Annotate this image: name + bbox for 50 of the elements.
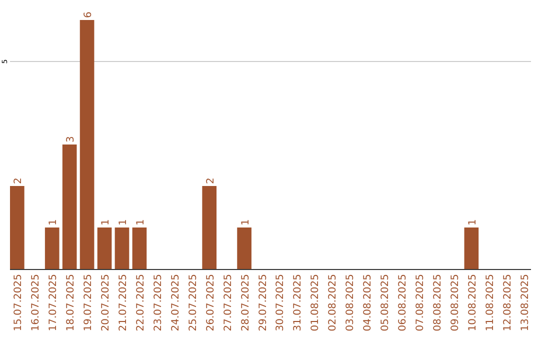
bar	[10, 186, 24, 269]
x-tick-label: 24.07.2025	[170, 274, 182, 332]
data-label: 3	[66, 136, 77, 142]
data-label: 1	[118, 219, 129, 226]
x-tick-label: 01.08.2025	[310, 274, 322, 332]
data-label: 1	[135, 219, 146, 226]
x-tick-label: 25.07.2025	[188, 274, 199, 332]
x-tick-label: 18.07.2025	[66, 274, 77, 332]
x-tick-label: 09.08.2025	[450, 274, 461, 332]
data-label: 2	[13, 178, 24, 184]
x-tick-label: 13.08.2025	[520, 274, 531, 332]
data-label: 1	[48, 219, 60, 226]
x-tick-label: 19.07.2025	[83, 274, 94, 332]
bar	[132, 228, 147, 269]
data-label: 1	[240, 219, 252, 226]
x-tick-label: 02.08.2025	[328, 274, 339, 332]
x-tick-label: 06.08.2025	[398, 274, 409, 332]
x-tick-label: 20.07.2025	[100, 274, 112, 332]
x-tick-label: 30.07.2025	[275, 274, 286, 332]
x-tick-label: 08.08.2025	[432, 274, 444, 332]
bar	[80, 20, 94, 269]
x-tick-label: 12.08.2025	[502, 274, 514, 332]
x-tick-label: 04.08.2025	[362, 274, 374, 332]
x-tick-label: 03.08.2025	[345, 274, 356, 332]
x-tick-label: 26.07.2025	[205, 274, 216, 332]
data-label: 1	[467, 219, 478, 226]
x-tick-label: 05.08.2025	[380, 274, 392, 332]
x-tick-label: 22.07.2025	[135, 274, 146, 332]
x-tick-label: 21.07.2025	[118, 274, 129, 332]
bar	[464, 228, 479, 269]
bar	[114, 228, 130, 269]
bar	[44, 228, 60, 269]
bar	[62, 144, 77, 269]
bar	[237, 228, 252, 269]
bar	[202, 186, 217, 269]
x-tick-label: 17.07.2025	[48, 274, 60, 332]
x-tick-label: 29.07.2025	[258, 274, 269, 332]
x-tick-label: 23.07.2025	[152, 274, 164, 332]
x-tick-label: 10.08.2025	[467, 274, 478, 332]
x-tick-label: 28.07.2025	[240, 274, 252, 332]
bar	[97, 228, 112, 269]
x-tick-label: 15.07.2025	[13, 274, 24, 332]
data-label: 2	[205, 178, 216, 184]
x-tick-label: 16.07.2025	[30, 274, 42, 332]
data-label: 6	[83, 12, 94, 18]
x-tick-label: 31.07.2025	[292, 274, 304, 332]
data-label: 1	[100, 219, 112, 226]
x-tick-label: 11.08.2025	[484, 274, 496, 332]
x-tick-label: 07.08.2025	[415, 274, 426, 332]
x-tick-label: 27.07.2025	[222, 274, 234, 332]
